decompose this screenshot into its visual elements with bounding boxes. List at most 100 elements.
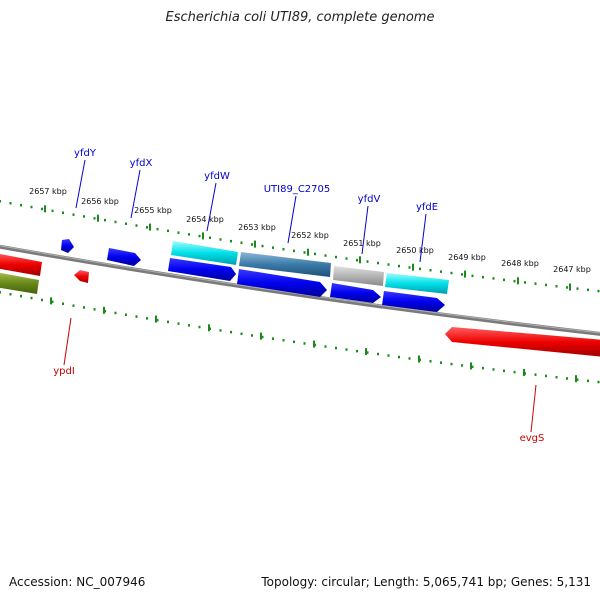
ruler-dot: [576, 378, 579, 381]
ruler-dot: [251, 334, 253, 337]
ruler-dot: [219, 238, 222, 241]
ruler-dot: [135, 315, 138, 318]
ruler-label: 2657 kbp: [29, 187, 67, 196]
ruler-dot: [9, 202, 12, 205]
ruler-major-tick: [103, 306, 105, 314]
gene-label-yfdX: yfdX: [130, 158, 153, 169]
ruler-dot: [93, 308, 96, 311]
ruler-label: 2648 kbp: [501, 259, 539, 268]
ruler-dot: [167, 229, 169, 233]
gene-arrow-blue-3: [382, 291, 445, 312]
ruler-dot: [461, 273, 463, 276]
ruler-dot: [114, 220, 117, 224]
ruler-dot: [198, 234, 201, 238]
ruler-label: 2652 kbp: [291, 231, 329, 240]
ruler-dot: [345, 257, 348, 260]
ruler-dot: [471, 365, 474, 369]
ruler-label: 2651 kbp: [343, 239, 381, 248]
gene-label-UTI89_C2705: UTI89_C2705: [264, 184, 331, 195]
gene-arrow-blue-1: [168, 258, 236, 281]
ruler-dot: [377, 261, 379, 265]
ruler-dot: [419, 267, 421, 271]
ruler-dot: [345, 348, 348, 351]
ruler-dot: [597, 289, 600, 293]
gene-arrow-yfdY: [61, 239, 74, 253]
gene-label-yfdE: yfdE: [416, 202, 438, 213]
accession-text: Accession: NC_007946: [9, 575, 146, 589]
ruler-dot: [513, 279, 516, 283]
ruler-dot: [597, 380, 600, 384]
ruler-major-tick: [464, 270, 466, 278]
gene-arrow-yfdV: [330, 283, 381, 303]
ruler-dot: [492, 277, 495, 280]
gene-label-ypdI: ypdI: [53, 366, 75, 377]
ruler-dot: [272, 246, 274, 249]
ruler-dot: [219, 329, 222, 332]
ruler-dot: [83, 306, 85, 309]
ruler-label: 2655 kbp: [134, 206, 172, 215]
reverse-labels: ypdI evgS: [53, 366, 544, 444]
ruler-dot: [62, 211, 64, 214]
ruler-dot: [387, 354, 390, 357]
ruler-major-tick: [412, 263, 414, 271]
gene-box-yfdE: [385, 273, 449, 294]
gene-label-yfdV: yfdV: [358, 194, 381, 205]
ruler-dot: [230, 330, 232, 334]
gene-arrow-olive-left: [0, 272, 39, 294]
ruler-dot: [20, 203, 22, 207]
ruler-dot: [104, 218, 106, 222]
ruler-label: 2653 kbp: [238, 223, 276, 232]
ruler-dot: [356, 349, 358, 353]
ruler-major-tick: [523, 369, 525, 376]
ruler-labels: 2657 kbp 2656 kbp 2655 kbp 2654 kbp 2653 kbp…: [29, 187, 591, 274]
ruler-major-tick: [44, 205, 46, 213]
ruler-major-tick: [208, 324, 210, 332]
ruler-dot: [93, 217, 96, 220]
ruler-dot: [30, 296, 33, 300]
ruler-major-tick: [202, 232, 204, 240]
ruler-dot: [314, 252, 316, 256]
ruler-dot: [513, 370, 516, 374]
ruler-dot: [72, 304, 75, 307]
ruler-major-tick: [365, 348, 367, 356]
ruler-dot: [282, 248, 285, 251]
ruler-dot: [408, 266, 411, 269]
ruler-dot: [156, 318, 159, 322]
ruler-dot: [429, 269, 432, 272]
reverse-features: [0, 253, 600, 357]
ruler-dot: [293, 340, 295, 344]
gene-arrow-yfdX: [107, 248, 141, 266]
ruler-dot: [188, 233, 190, 236]
ruler-major-tick: [418, 355, 420, 363]
ruler-dot: [303, 342, 306, 345]
ruler-dot: [188, 324, 190, 327]
ruler-major-tick: [149, 223, 151, 231]
ruler-dot: [41, 207, 43, 211]
ruler-dot: [492, 368, 495, 371]
ruler-dot: [545, 283, 547, 287]
ruler-dot: [482, 366, 484, 370]
ruler-dot: [503, 278, 505, 282]
ruler-dot: [398, 264, 400, 268]
ruler-label: 2650 kbp: [396, 246, 434, 255]
ruler-dot: [545, 374, 547, 378]
ruler-dot: [398, 355, 400, 359]
ruler-major-tick: [50, 297, 52, 305]
ruler-major-tick: [97, 214, 99, 222]
ruler-dot: [524, 281, 526, 284]
inner-ruler: [0, 291, 600, 384]
label-leaders: [63, 159, 537, 433]
gene-box-yfdW: [171, 241, 238, 265]
forward-labels: yfdY yfdX yfdW UTI89_C2705 yfdV yfdE: [74, 148, 438, 213]
ruler-dot: [461, 364, 463, 367]
ruler-dot: [408, 357, 411, 360]
ruler-label: 2654 kbp: [186, 215, 224, 224]
genome-summary-text: Topology: circular; Length: 5,065,741 bp…: [261, 575, 591, 589]
ruler-dot: [587, 288, 589, 292]
ruler-major-tick: [313, 340, 315, 348]
ruler-dot: [72, 213, 75, 216]
ruler-major-tick: [569, 283, 571, 291]
ruler-dot: [555, 285, 558, 288]
ruler-dot: [251, 243, 253, 246]
ruler-dot: [198, 325, 201, 329]
